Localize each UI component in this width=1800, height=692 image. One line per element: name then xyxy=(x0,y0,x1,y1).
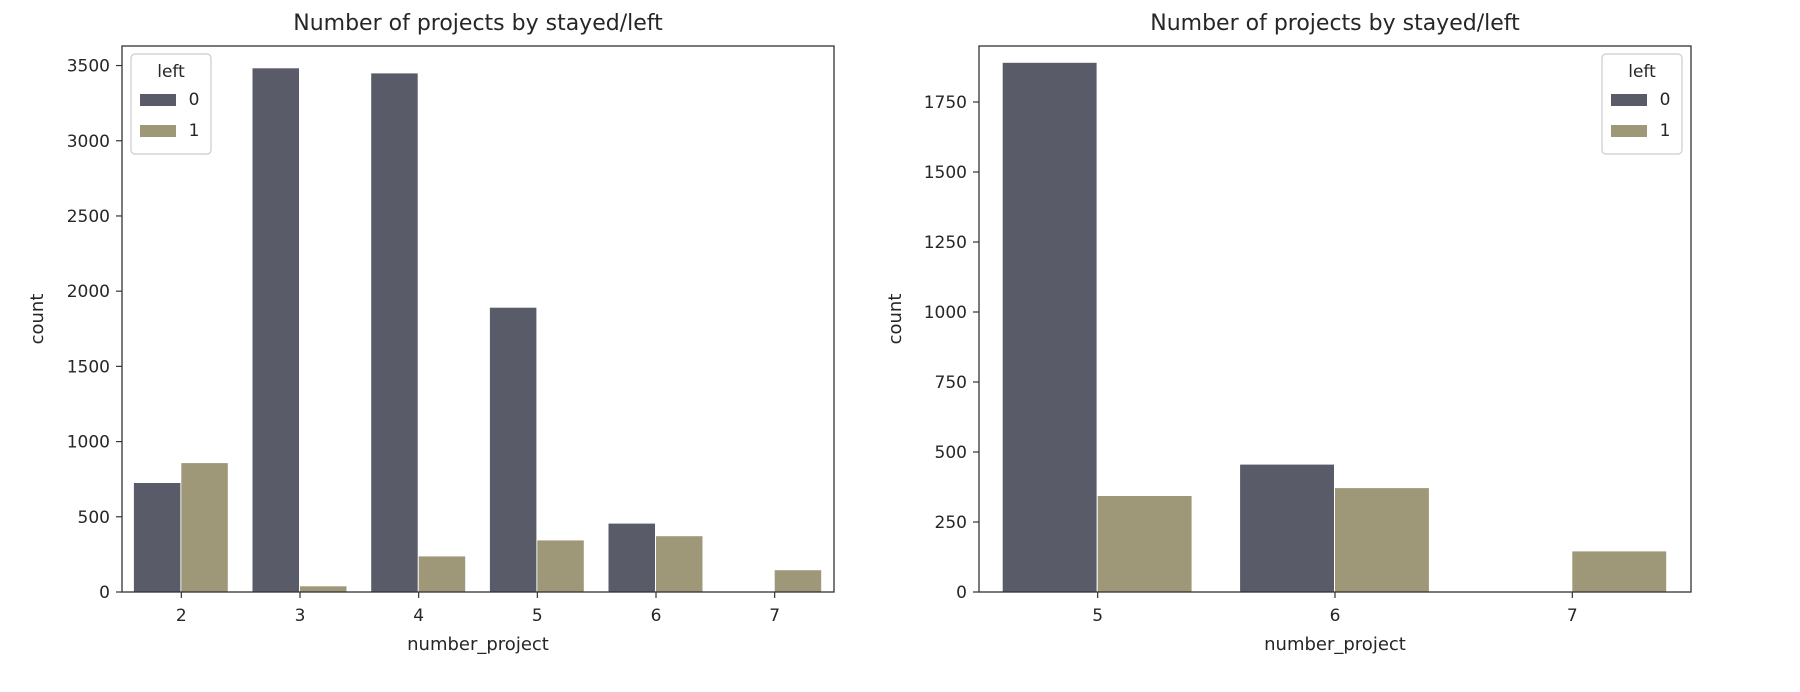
y-axis-label: count xyxy=(885,294,906,345)
y-tick-label: 500 xyxy=(78,508,110,528)
y-tick-label: 3500 xyxy=(67,57,110,77)
y-tick-label: 1500 xyxy=(67,357,110,377)
bar-3-left-1 xyxy=(300,586,347,592)
y-tick-label: 2000 xyxy=(67,282,110,302)
y-tick-label: 250 xyxy=(935,513,967,533)
legend-swatch-0 xyxy=(1611,94,1647,106)
x-tick-label: 3 xyxy=(295,606,306,626)
bar-2-left-1 xyxy=(181,463,228,592)
y-axis-label: count xyxy=(27,294,48,345)
bar-6-left-1 xyxy=(1335,488,1429,592)
bars xyxy=(133,68,822,593)
y-tick-label: 1000 xyxy=(924,303,967,323)
chart-title: Number of projects by stayed/left xyxy=(1150,11,1520,36)
y-tick-label: 3000 xyxy=(67,132,110,152)
bar-4-left-1 xyxy=(418,556,466,592)
y-tick-label: 750 xyxy=(935,373,967,393)
y-tick-label: 1750 xyxy=(924,93,967,113)
bar-2-left-0 xyxy=(133,483,181,592)
legend-title: left xyxy=(1628,62,1656,82)
bar-5-left-0 xyxy=(1002,62,1097,593)
bar-4-left-0 xyxy=(371,73,418,592)
x-axis-ticks: 2 3 4 5 6 7 xyxy=(176,592,780,626)
y-tick-label: 1500 xyxy=(924,163,967,183)
y-tick-label: 500 xyxy=(935,443,967,463)
bar-5-left-1 xyxy=(537,540,584,592)
x-axis-label: number_project xyxy=(407,634,549,655)
bars xyxy=(1002,62,1667,593)
bar-6-left-0 xyxy=(608,523,655,592)
chart-title: Number of projects by stayed/left xyxy=(293,11,663,36)
y-axis-ticks: 0 250 500 750 1000 1250 1500 1750 xyxy=(924,93,979,603)
bar-5-left-1 xyxy=(1097,496,1192,592)
bar-7-left-1 xyxy=(774,570,822,592)
chart-left: Number of projects by stayed/left 050010… xyxy=(27,11,835,655)
x-tick-label: 2 xyxy=(176,606,187,626)
bar-3-left-0 xyxy=(252,68,299,593)
y-tick-label: 0 xyxy=(956,583,967,603)
bar-6-left-1 xyxy=(656,536,703,592)
y-tick-label: 2500 xyxy=(67,207,110,227)
legend-label-1: 1 xyxy=(1660,121,1671,141)
x-tick-label: 5 xyxy=(1092,606,1103,626)
legend-swatch-1 xyxy=(1611,125,1647,137)
legend-label-1: 1 xyxy=(189,121,200,141)
legend-title: left xyxy=(157,62,185,82)
legend-label-0: 0 xyxy=(1660,90,1671,110)
legend-swatch-1 xyxy=(140,125,176,137)
bar-7-left-1 xyxy=(1572,551,1667,592)
x-tick-label: 4 xyxy=(413,606,424,626)
legend-label-0: 0 xyxy=(189,90,200,110)
y-axis-ticks: 0 500 1000 1500 2000 2500 3000 3500 xyxy=(67,57,122,603)
y-tick-label: 1250 xyxy=(924,233,967,253)
y-tick-label: 1000 xyxy=(67,433,110,453)
x-axis-ticks: 5 6 7 xyxy=(1092,592,1578,626)
plot-frame xyxy=(121,45,835,593)
bar-5-left-0 xyxy=(489,307,537,592)
legend-swatch-0 xyxy=(140,94,176,106)
x-tick-label: 6 xyxy=(1330,606,1341,626)
y-tick-label: 0 xyxy=(99,583,110,603)
x-tick-label: 5 xyxy=(532,606,543,626)
chart-right: Number of projects by stayed/left 025050… xyxy=(885,11,1692,655)
x-tick-label: 7 xyxy=(1567,606,1578,626)
bar-6-left-0 xyxy=(1240,464,1334,592)
x-tick-label: 6 xyxy=(651,606,662,626)
x-tick-label: 7 xyxy=(769,606,780,626)
x-axis-label: number_project xyxy=(1264,634,1406,655)
